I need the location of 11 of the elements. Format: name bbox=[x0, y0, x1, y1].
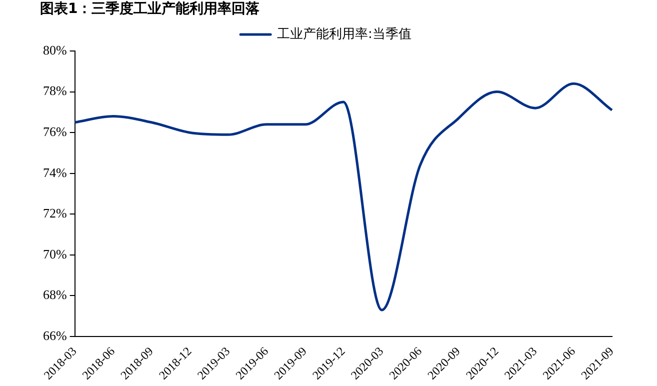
y-tick-label: 74% bbox=[42, 164, 67, 180]
y-tick-label: 80% bbox=[42, 42, 67, 58]
y-tick-label: 68% bbox=[42, 287, 67, 302]
chart-title: 图表1：三季度工业产能利用率回落 bbox=[40, 0, 260, 18]
line-series bbox=[74, 82, 614, 312]
y-tick-label: 76% bbox=[42, 124, 67, 140]
y-tick-label: 70% bbox=[42, 246, 67, 262]
y-tick-label: 78% bbox=[42, 83, 67, 98]
y-tick-label: 72% bbox=[42, 206, 67, 221]
y-tick-label: 66% bbox=[42, 328, 67, 343]
legend-label: 工业产能利用率:当季值 bbox=[277, 26, 412, 42]
